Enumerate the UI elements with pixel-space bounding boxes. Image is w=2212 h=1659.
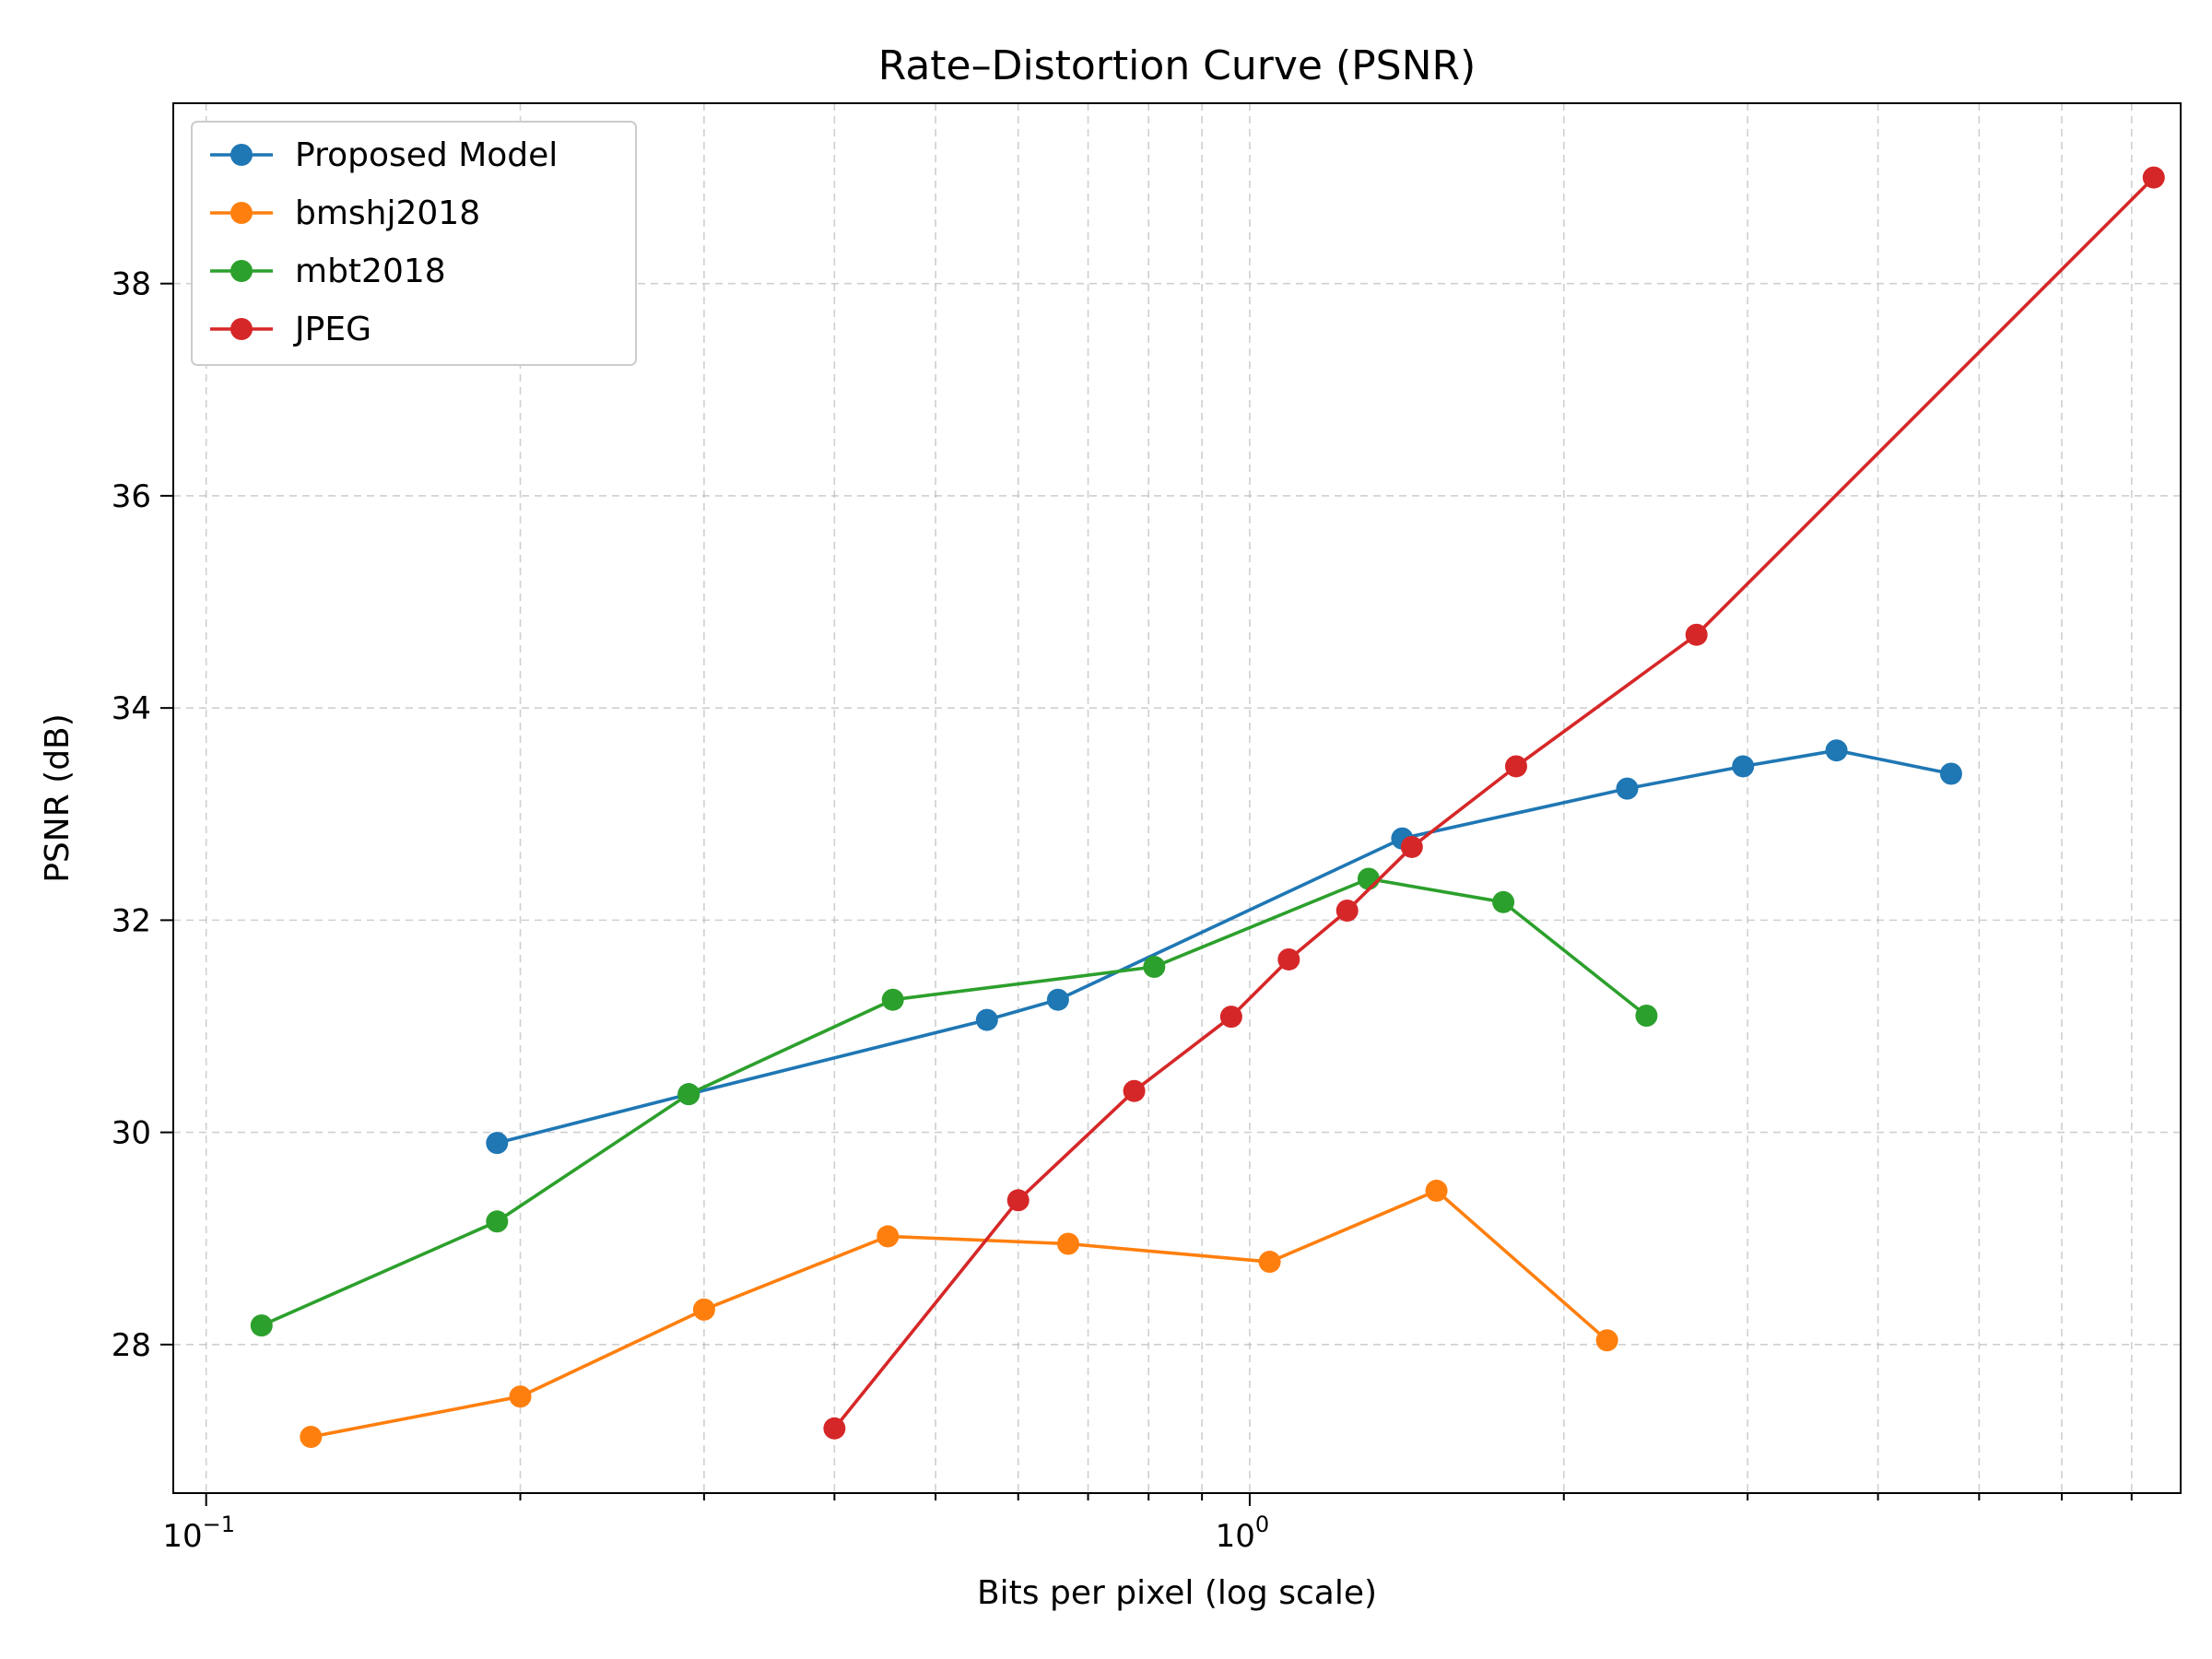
plot-frame [172,102,2182,1494]
series-line-bmshj2018 [310,1189,1608,1439]
data-point-jpeg [823,1417,846,1440]
legend-label-mbt2018: mbt2018 [295,253,446,290]
y-tick-label: 28 [112,1327,151,1364]
data-point-bmshj2018 [300,1425,323,1448]
data-point-jpeg [1277,947,1300,971]
data-point-mbt2018 [881,988,904,1011]
legend: Proposed Model bmshj2018 mbt2018 JPEG [191,121,637,366]
data-point-mbt2018 [250,1314,273,1337]
chart-title: Rate–Distortion Curve (PSNR) [878,42,1477,89]
data-point-proposed-model [1616,777,1639,800]
data-point-jpeg [1400,835,1423,858]
data-point-jpeg [1123,1079,1146,1102]
data-point-bmshj2018 [1595,1329,1618,1352]
y-axis: 28 30 32 34 36 38 [112,266,173,1364]
data-point-jpeg [1006,1189,1030,1212]
data-point-proposed-model [1939,762,1962,785]
x-tick-label: 100 [1216,1512,1270,1555]
y-tick-label: 36 [112,478,151,515]
series-group [250,166,2165,1448]
series-proposed-model [486,739,1962,1155]
series-line-mbt2018 [261,877,1648,1327]
data-point-jpeg [1685,623,1708,646]
data-point-bmshj2018 [1057,1232,1080,1255]
data-point-proposed-model [1732,755,1755,778]
data-point-bmshj2018 [509,1385,532,1408]
legend-box [191,121,637,366]
data-point-bmshj2018 [692,1298,715,1321]
data-point-mbt2018 [1143,956,1166,979]
data-point-mbt2018 [486,1210,509,1233]
series-mbt2018 [250,867,1658,1337]
y-tick-label: 34 [112,690,151,727]
series-jpeg [823,166,2165,1440]
series-line-jpeg [832,176,2156,1430]
legend-marker-mbt2018 [230,260,253,282]
data-point-mbt2018 [1357,867,1380,890]
y-tick-label: 30 [112,1115,151,1152]
data-point-bmshj2018 [1425,1179,1448,1202]
data-point-jpeg [1504,755,1527,778]
y-axis-label: PSNR (dB) [39,713,76,883]
y-tick-label: 38 [112,266,151,303]
data-point-jpeg [2142,166,2165,189]
y-tick-label: 32 [112,902,151,939]
data-point-proposed-model [1825,739,1848,762]
data-point-proposed-model [486,1132,509,1155]
series-bmshj2018 [300,1179,1618,1448]
data-point-bmshj2018 [877,1225,900,1248]
legend-marker-proposed-model [230,144,253,166]
data-point-jpeg [1219,1006,1242,1029]
x-axis: 10−1 100 [162,1493,2133,1555]
x-tick-label: 10−1 [162,1512,235,1555]
x-axis-label: Bits per pixel (log scale) [977,1574,1377,1612]
data-point-mbt2018 [677,1083,700,1106]
legend-label-jpeg: JPEG [293,311,371,348]
data-point-jpeg [1335,900,1359,923]
legend-marker-jpeg [230,318,253,340]
legend-label-proposed-model: Proposed Model [295,136,558,174]
data-point-mbt2018 [1492,890,1515,913]
data-point-mbt2018 [1635,1004,1658,1027]
data-point-proposed-model [975,1008,998,1031]
data-point-proposed-model [1046,988,1069,1011]
legend-marker-bmshj2018 [230,202,253,224]
data-point-bmshj2018 [1258,1251,1281,1274]
legend-label-bmshj2018: bmshj2018 [295,194,480,232]
